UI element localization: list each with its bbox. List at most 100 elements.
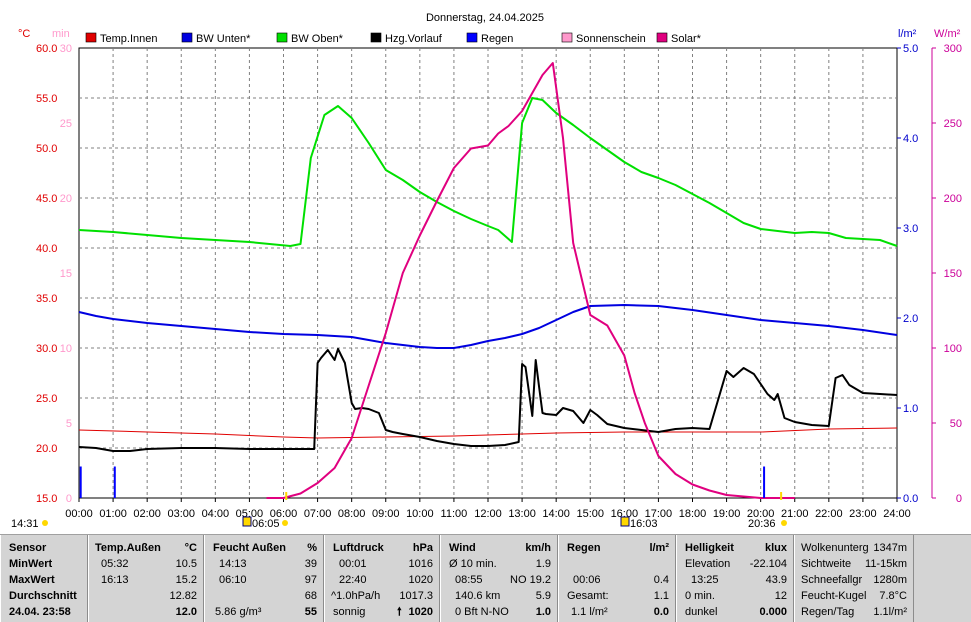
- tick-min-3: 15: [60, 268, 72, 280]
- tick-x-0: 00:00: [65, 508, 93, 520]
- feucht-unit: %: [307, 542, 317, 554]
- wind-now-val: 1.0: [535, 606, 551, 618]
- legend-label-5: Sonnenschein: [576, 33, 646, 45]
- col-feucht-aussen: Feucht Außen % 14:13 39 06:10 97 68 5.86…: [204, 535, 324, 622]
- tick-wm2-2: 100: [944, 343, 962, 355]
- legend-swatch-1: [181, 32, 193, 43]
- tick-c-6: 45.0: [36, 193, 57, 205]
- druck-unit: hPa: [412, 542, 433, 554]
- wind-unit: km/h: [525, 542, 551, 554]
- weather-chart: Donnerstag, 24.04.2025 °C min l/m² W/m² Temp.…: [11, 12, 962, 530]
- feucht-min-time: 14:13: [219, 558, 247, 570]
- legend-swatch-5: [561, 32, 573, 43]
- wind-avg-label: Ø 10 min.: [449, 558, 497, 570]
- druck-min-time: 00:01: [339, 558, 367, 570]
- tick-min-6: 30: [60, 43, 72, 55]
- tick-x-11: 11:00: [441, 508, 468, 520]
- druck-now-val: 1020: [408, 606, 433, 618]
- sunset-sun-icon: [781, 520, 787, 526]
- tick-wm2-3: 150: [944, 268, 962, 280]
- wind-avg-val: 1.9: [535, 558, 551, 570]
- tick-min-5: 25: [60, 118, 72, 130]
- tick-c-8: 55.0: [36, 93, 57, 105]
- extra-kugel-label: Feucht-Kugel: [801, 590, 867, 602]
- tick-wm2-1: 50: [950, 418, 962, 430]
- series-bw-unten: [78, 304, 898, 349]
- legend-swatch-2: [276, 32, 288, 43]
- tick-x-20: 20:00: [747, 508, 775, 520]
- hell-elev-val: -22.104: [749, 558, 787, 570]
- legend-label-3: Hzg.Vorlauf: [385, 33, 443, 45]
- extra-schnee-label: Schneefallgr: [801, 574, 863, 586]
- regen-max-val: 0.4: [653, 574, 669, 586]
- extra-wolken-label: Wolkenunterg: [801, 542, 869, 554]
- tick-wm2-6: 300: [944, 43, 962, 55]
- tick-c-0: 15.0: [36, 493, 57, 505]
- temp-avg-val: 12.82: [169, 590, 197, 602]
- tick-wm2-0: 0: [956, 493, 962, 505]
- tick-x-22: 22:00: [815, 508, 843, 520]
- tick-c-1: 20.0: [36, 443, 57, 455]
- legend-swatch-3: [370, 32, 382, 43]
- hell-sun-val: 12: [774, 590, 787, 602]
- tick-lm2-2: 2.0: [903, 313, 918, 325]
- unit-minutes: min: [52, 28, 70, 40]
- legend-label-4: Regen: [481, 33, 513, 45]
- tick-x-8: 08:00: [338, 508, 366, 520]
- tick-x-16: 16:00: [611, 508, 639, 520]
- tick-min-2: 10: [60, 343, 72, 355]
- tick-min-1: 5: [66, 418, 72, 430]
- hell-elev-label: Elevation: [685, 558, 731, 570]
- series-hzg-vorlauf: [78, 348, 898, 452]
- col-wind: Wind km/h Ø 10 min. 1.9 08:55 NO 19.2 14…: [440, 535, 558, 622]
- tick-x-23: 23:00: [849, 508, 877, 520]
- feucht-max-val: 97: [304, 574, 317, 586]
- regen-total-label: Gesamt:: [567, 590, 609, 602]
- tick-x-10: 10:00: [406, 508, 434, 520]
- regen-header: Regen: [567, 542, 601, 554]
- feucht-avg-val: 68: [304, 590, 317, 602]
- druck-min-val: 1016: [408, 558, 433, 570]
- tick-c-2: 25.0: [36, 393, 57, 405]
- tick-x-3: 03:00: [167, 508, 195, 520]
- series-solar: [266, 62, 795, 499]
- series-temp-innen: [78, 427, 898, 439]
- regen-unit: l/m²: [649, 542, 669, 554]
- hell-state: dunkel: [685, 606, 718, 618]
- wind-mean-val: 5.9: [535, 590, 551, 602]
- feucht-header: Feucht Außen: [213, 542, 286, 554]
- extra-sicht-val: 11-15km: [865, 558, 907, 570]
- tick-x-1: 01:00: [99, 508, 127, 520]
- extra-schnee-val: 1280m: [873, 574, 907, 586]
- temp-now-val: 12.0: [175, 606, 197, 618]
- temp-max-time: 16:13: [101, 574, 129, 586]
- legend-label-2: BW Oben*: [291, 33, 344, 45]
- hell-now-val: 0.000: [759, 606, 787, 618]
- event-label-sunrise: 06:05: [252, 518, 280, 530]
- tick-c-5: 40.0: [36, 243, 57, 255]
- event-label-t2: 16:03: [630, 518, 658, 530]
- regen-now-val: 0.0: [653, 606, 669, 618]
- col-extra: Wolkenunterg 1347m Sichtweite 11-15km Sc…: [794, 535, 914, 622]
- extra-sicht-label: Sichtweite: [801, 558, 852, 570]
- col-luftdruck: Luftdruck hPa 00:01 1016 22:40 1020 ^1.0…: [324, 535, 440, 622]
- sun-icon: [42, 520, 48, 526]
- tick-x-7: 07:00: [304, 508, 332, 520]
- tick-x-17: 17:00: [645, 508, 673, 520]
- tick-x-19: 19:00: [713, 508, 741, 520]
- regen-max-time: 00:06: [573, 574, 601, 586]
- tick-x-12: 12:00: [474, 508, 502, 520]
- tick-c-9: 60.0: [36, 43, 57, 55]
- chart-title: Donnerstag, 24.04.2025: [426, 12, 544, 24]
- unit-celsius: °C: [18, 28, 30, 40]
- feucht-abs: 5.86 g/m³: [215, 606, 262, 618]
- sunrise-icon: [242, 516, 252, 527]
- col-temp-aussen: Temp.Außen °C 05:32 10.5 16:13 15.2 12.8…: [88, 535, 204, 622]
- legend-label-0: Temp.Innen: [100, 33, 157, 45]
- wind-distance: 140.6 km: [455, 590, 501, 602]
- sensor-now: 24.04. 23:58: [9, 606, 71, 618]
- event-label-t1: 14:31: [11, 518, 39, 530]
- temp-max-val: 15.2: [175, 574, 197, 586]
- legend-swatch-0: [85, 32, 97, 43]
- regen-total-val: 1.1: [653, 590, 669, 602]
